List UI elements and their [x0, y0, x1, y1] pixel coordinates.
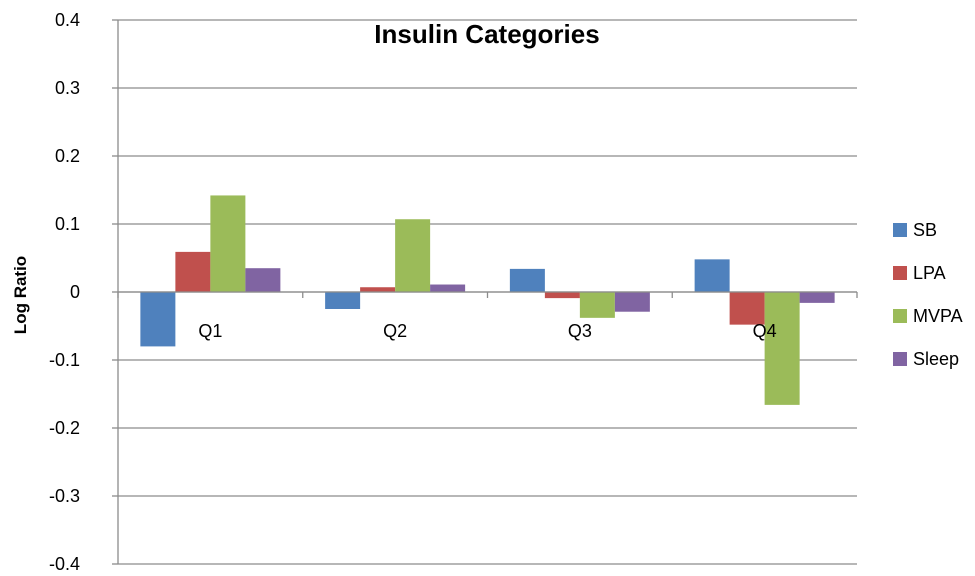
legend: SB LPA MVPA Sleep — [893, 220, 963, 369]
chart-title: Insulin Categories — [374, 19, 599, 49]
y-tick-labels: -0.4 -0.3 -0.2 -0.1 0 0.1 0.2 0.3 0.4 — [49, 10, 80, 574]
bar-sb-q2 — [325, 292, 361, 309]
legend-swatch — [893, 266, 907, 280]
bar-sleep-q2 — [430, 284, 466, 292]
y-tick-label: -0.1 — [49, 350, 80, 370]
legend-label: MVPA — [913, 306, 963, 326]
y-tick-label: -0.3 — [49, 486, 80, 506]
y-tick-label: 0.3 — [55, 78, 80, 98]
bar-mvpa-q4 — [764, 292, 800, 405]
bar-sleep-q1 — [245, 268, 281, 292]
bar-sb-q1 — [140, 292, 176, 347]
y-tick-label: 0.4 — [55, 10, 80, 30]
y-tick-label: -0.4 — [49, 554, 80, 574]
category-label: Q2 — [383, 321, 407, 341]
category-label: Q3 — [568, 321, 592, 341]
legend-label: Sleep — [913, 349, 959, 369]
category-label: Q1 — [198, 321, 222, 341]
bar-sleep-q3 — [614, 292, 650, 312]
axes — [112, 19, 858, 565]
category-labels: Q1 Q2 Q3 Q4 — [198, 321, 776, 341]
y-tick-label: 0 — [70, 282, 80, 302]
bar-sleep-q4 — [799, 292, 835, 303]
bar-sb-q3 — [509, 268, 545, 292]
bar-sb-q4 — [694, 259, 730, 292]
bar-lpa-q4 — [729, 292, 765, 325]
y-axis-label: Log Ratio — [11, 256, 30, 334]
legend-swatch — [893, 223, 907, 237]
bars — [140, 195, 835, 405]
bar-mvpa-q3 — [579, 292, 615, 318]
legend-swatch — [893, 352, 907, 366]
bar-lpa-q3 — [544, 292, 580, 299]
bar-lpa-q1 — [175, 251, 211, 292]
legend-label: SB — [913, 220, 937, 240]
bar-lpa-q2 — [360, 287, 396, 292]
bar-mvpa-q2 — [395, 219, 431, 292]
bar-mvpa-q1 — [210, 195, 246, 292]
y-tick-label: 0.1 — [55, 214, 80, 234]
y-tick-label: 0.2 — [55, 146, 80, 166]
legend-swatch — [893, 309, 907, 323]
category-label: Q4 — [753, 321, 777, 341]
y-tick-label: -0.2 — [49, 418, 80, 438]
legend-label: LPA — [913, 263, 946, 283]
